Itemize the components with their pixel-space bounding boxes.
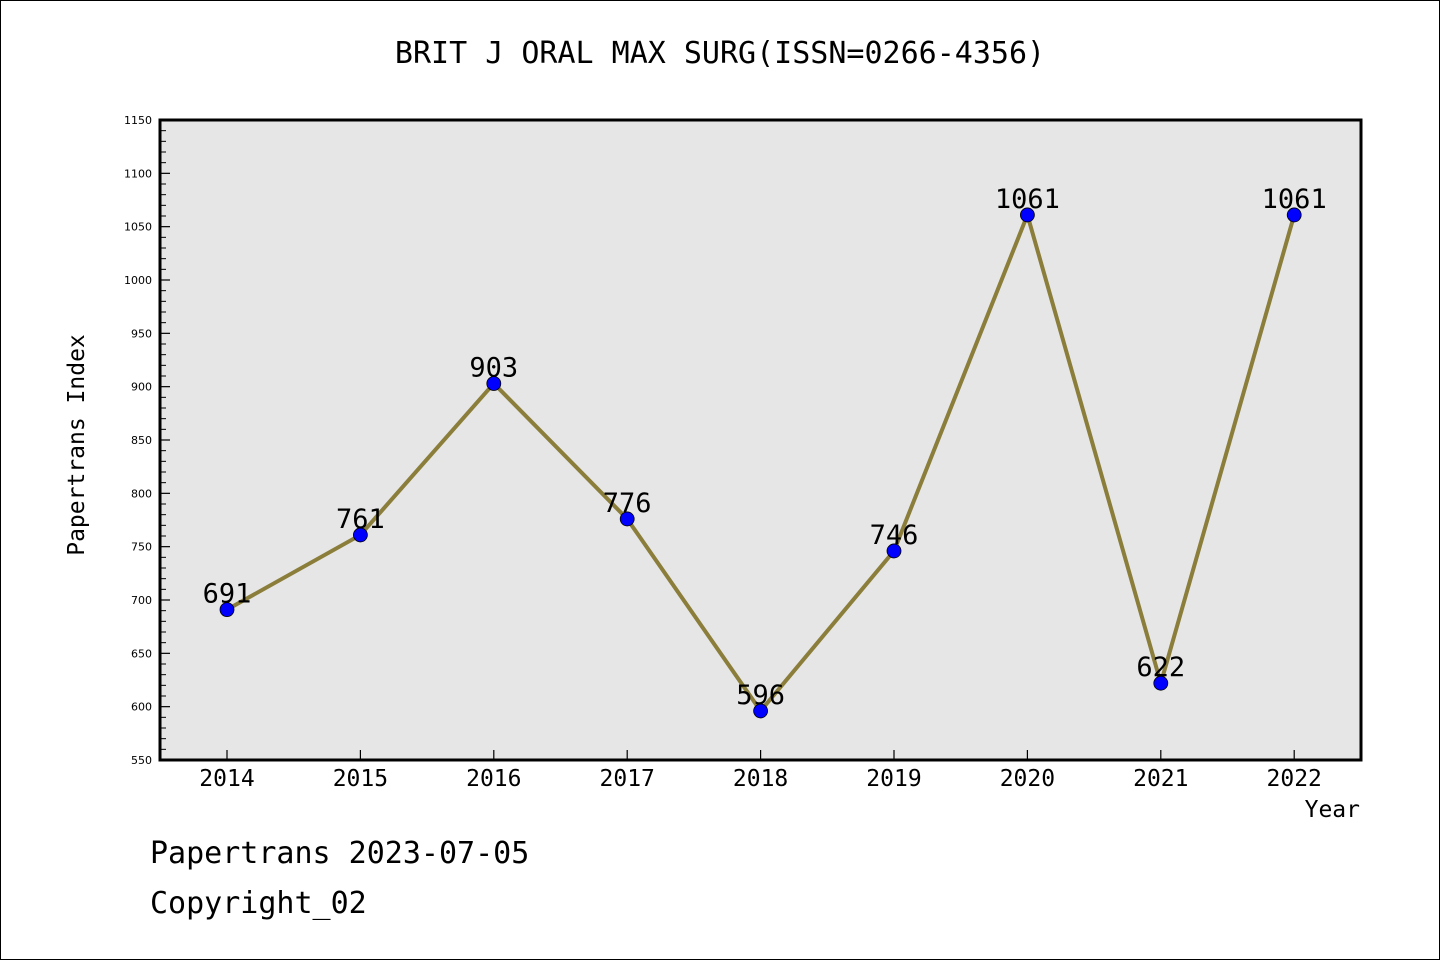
x-tick-label: 2017 [600, 766, 655, 792]
x-tick-label: 2021 [1133, 766, 1188, 792]
y-tick-label: 800 [131, 487, 152, 500]
data-point [486, 376, 502, 391]
x-tick-label: 2016 [466, 766, 521, 792]
y-axis: 550 600 650 700 750 800 850 900 950 1000 1050 1100 1… [124, 114, 170, 767]
data-point [619, 511, 635, 527]
data-label: 746 [870, 520, 919, 551]
data-label: 622 [1136, 652, 1185, 683]
data-point [352, 527, 368, 543]
plot-area [158, 118, 1363, 762]
x-tick-label: 2015 [333, 766, 388, 792]
y-tick-label: 1100 [124, 167, 152, 180]
x-axis: 2014 2015 2016 2017 2018 2019 2020 2021 2022 [199, 750, 1322, 792]
y-tick-label: 1000 [124, 274, 152, 287]
x-tick-label: 2020 [1000, 766, 1055, 792]
y-tick-label: 650 [131, 647, 152, 660]
data-label: 1061 [995, 184, 1060, 215]
y-tick-label: 1050 [124, 221, 152, 234]
data-point [1286, 207, 1302, 223]
data-label: 596 [736, 680, 785, 711]
footer-date: Papertrans 2023-07-05 [150, 836, 530, 871]
series: 691 761 903 776 596 746 1061 622 1061 [203, 184, 1327, 719]
y-tick-label: 600 [131, 701, 152, 714]
y-tick-label: 950 [131, 327, 152, 340]
y-tick-label: 1150 [124, 114, 152, 127]
chart-title: BRIT J ORAL MAX SURG(ISSN=0266-4356) [394, 36, 1046, 71]
data-point [219, 602, 235, 617]
data-label: 903 [469, 352, 518, 383]
data-label: 691 [203, 579, 252, 610]
y-tick-label: 900 [131, 381, 152, 394]
data-point [1020, 207, 1035, 223]
data-label: 776 [603, 488, 652, 519]
x-tick-label: 2019 [866, 766, 921, 792]
y-tick-label: 700 [131, 594, 152, 607]
y-tick-label: 750 [131, 541, 152, 554]
x-tick-label: 2018 [733, 766, 788, 792]
data-label: 1061 [1262, 184, 1327, 215]
data-label: 761 [336, 504, 385, 535]
footer-copyright: Copyright_02 [150, 886, 367, 921]
data-point [1153, 675, 1169, 691]
x-tick-label: 2022 [1267, 766, 1322, 792]
x-axis-label: Year [1304, 797, 1360, 823]
y-tick-label: 850 [131, 434, 152, 447]
data-point [886, 543, 902, 559]
x-tick-label: 2014 [199, 766, 254, 792]
y-tick-label: 550 [131, 754, 152, 767]
data-point [753, 703, 768, 719]
